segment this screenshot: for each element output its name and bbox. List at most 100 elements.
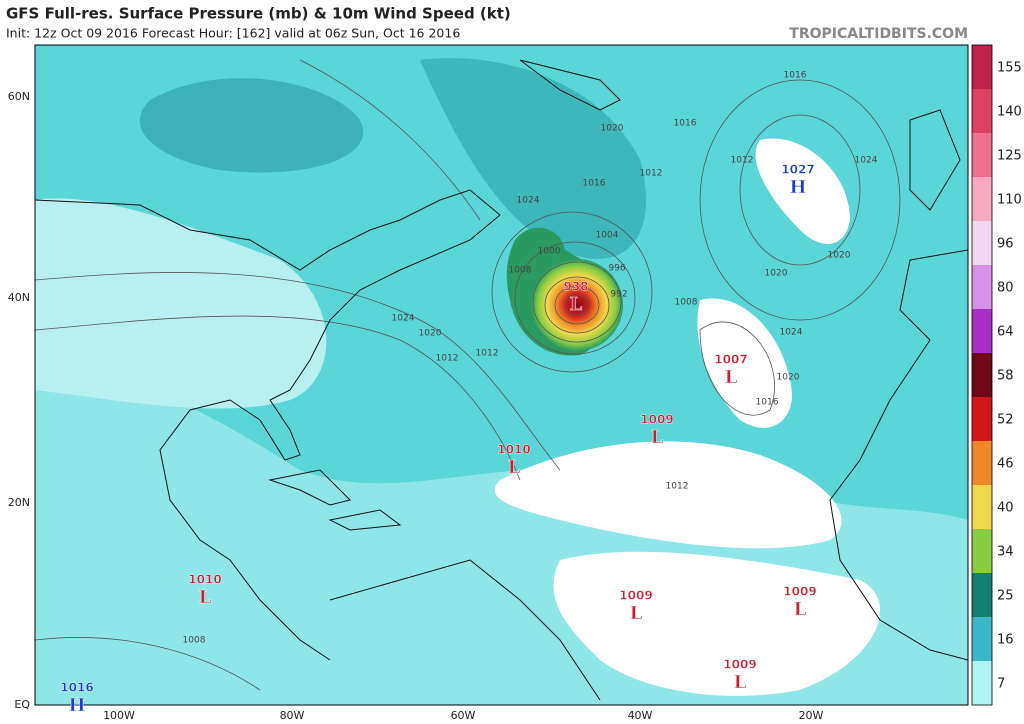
pressure-value: 1027: [781, 163, 814, 177]
colorbar-band: [972, 309, 992, 353]
pressure-letter: H: [68, 695, 85, 716]
site-credit: TROPICALTIDBITS.COM: [789, 26, 968, 42]
colorbar-band: [972, 89, 992, 133]
isobar-label: 1008: [675, 298, 698, 308]
isobars: [35, 59, 901, 691]
isobar-label: 1008: [509, 266, 532, 276]
lon-label: 60W: [451, 709, 476, 722]
colorbar-band: [972, 529, 992, 573]
calm-area: [755, 138, 850, 244]
colorbar-band: [972, 177, 992, 221]
isobar-label: 1000: [538, 247, 561, 257]
pressure-letter: L: [199, 587, 212, 608]
lat-label: 20N: [8, 496, 30, 509]
pressure-value: 1007: [714, 353, 747, 367]
hurricane-wind: [531, 259, 623, 351]
lon-label: 100W: [103, 709, 135, 722]
pressure-letter: L: [651, 427, 664, 448]
isobar-label: 1020: [777, 373, 800, 383]
colorbar-label: 64: [997, 325, 1014, 340]
pressure-letter: L: [508, 457, 521, 478]
colorbar-label: 125: [997, 149, 1022, 164]
colorbar-frame: [971, 44, 993, 706]
pressure-value: 1010: [497, 443, 530, 457]
wind-field: [420, 58, 647, 259]
colorbar-label: 7: [997, 677, 1005, 692]
colorbar-band: [972, 221, 992, 265]
subtitle: Init: 12z Oct 09 2016 Forecast Hour: [16…: [6, 26, 460, 41]
colorbar-label: 58: [997, 369, 1014, 384]
colorbar-label: 52: [997, 413, 1014, 428]
coastlines: [35, 59, 968, 701]
pressure-value: 1009: [723, 658, 756, 672]
wind-field: [35, 198, 327, 409]
isobar-label: 1020: [765, 269, 788, 279]
isobar-label: 1020: [828, 251, 851, 261]
isobar-label: 1008: [183, 636, 206, 646]
isobar-label: 1012: [476, 349, 499, 359]
pressure-value: 1016: [60, 681, 93, 695]
colorbar-label: 16: [997, 633, 1014, 648]
isobar-label: 1016: [756, 398, 779, 408]
calm-area: [553, 551, 880, 696]
isobar-label: 992: [610, 290, 627, 300]
isobar-label: 1016: [674, 119, 697, 129]
wind-field: [139, 78, 364, 173]
colorbar-label: 110: [997, 193, 1022, 208]
isobar-label: 1012: [640, 169, 663, 179]
colorbar-label: 80: [997, 281, 1014, 296]
pressure-value: 1009: [783, 585, 816, 599]
map-frame: [34, 44, 969, 706]
isobar-label: 1020: [601, 124, 624, 134]
isobar-label: 1020: [419, 329, 442, 339]
lat-label: EQ: [14, 698, 30, 711]
isobar-label: 1024: [517, 196, 540, 206]
colorbar-label: 155: [997, 61, 1022, 76]
colorbar-band: [972, 265, 992, 309]
isobar-label: 1024: [855, 156, 878, 166]
isobar-label: 1024: [780, 328, 803, 338]
colorbar-label: 34: [997, 545, 1014, 560]
colorbar-band: [972, 353, 992, 397]
lon-label: 20W: [799, 709, 824, 722]
isobar-label: 1016: [583, 179, 606, 189]
isobar-label: 1004: [596, 231, 619, 241]
lon-label: 40W: [628, 709, 653, 722]
map-area: [35, 45, 968, 705]
lat-label: 60N: [8, 90, 30, 103]
isobar-label: 996: [608, 264, 625, 274]
pressure-letter: H: [789, 177, 806, 198]
colorbar-band: [972, 617, 992, 661]
colorbar-band: [972, 397, 992, 441]
isobar-label: 1012: [731, 156, 754, 166]
isobar-label: 1016: [784, 71, 807, 81]
pressure-value: 1010: [188, 573, 221, 587]
colorbar-label: 46: [997, 457, 1014, 472]
pressure-value: 1009: [640, 413, 673, 427]
pressure-letter: L: [794, 599, 807, 620]
colorbar-label: 140: [997, 105, 1022, 120]
colorbar-band: [972, 661, 992, 705]
lon-label: 80W: [280, 709, 305, 722]
pressure-value: 1009: [619, 589, 652, 603]
pressure-letter: L: [630, 603, 643, 624]
colorbar-label: 25: [997, 589, 1014, 604]
isobar-label: 1012: [436, 354, 459, 364]
colorbar-band: [972, 441, 992, 485]
colorbar-band: [972, 133, 992, 177]
pressure-value: 938: [563, 280, 588, 294]
colorbar-band: [972, 45, 992, 89]
colorbar-label: 96: [997, 237, 1014, 252]
pressure-letter: L: [570, 294, 583, 315]
colorbar-band: [972, 573, 992, 617]
isobar-label: 1012: [666, 482, 689, 492]
calm-area: [494, 441, 842, 549]
colorbar-label: 40: [997, 501, 1014, 516]
pressure-letter: L: [725, 367, 738, 388]
pressure-letter: L: [734, 672, 747, 693]
colorbar-band: [972, 485, 992, 529]
calm-area: [697, 298, 792, 428]
title: GFS Full-res. Surface Pressure (mb) & 10…: [6, 5, 511, 23]
lat-label: 40N: [8, 291, 30, 304]
